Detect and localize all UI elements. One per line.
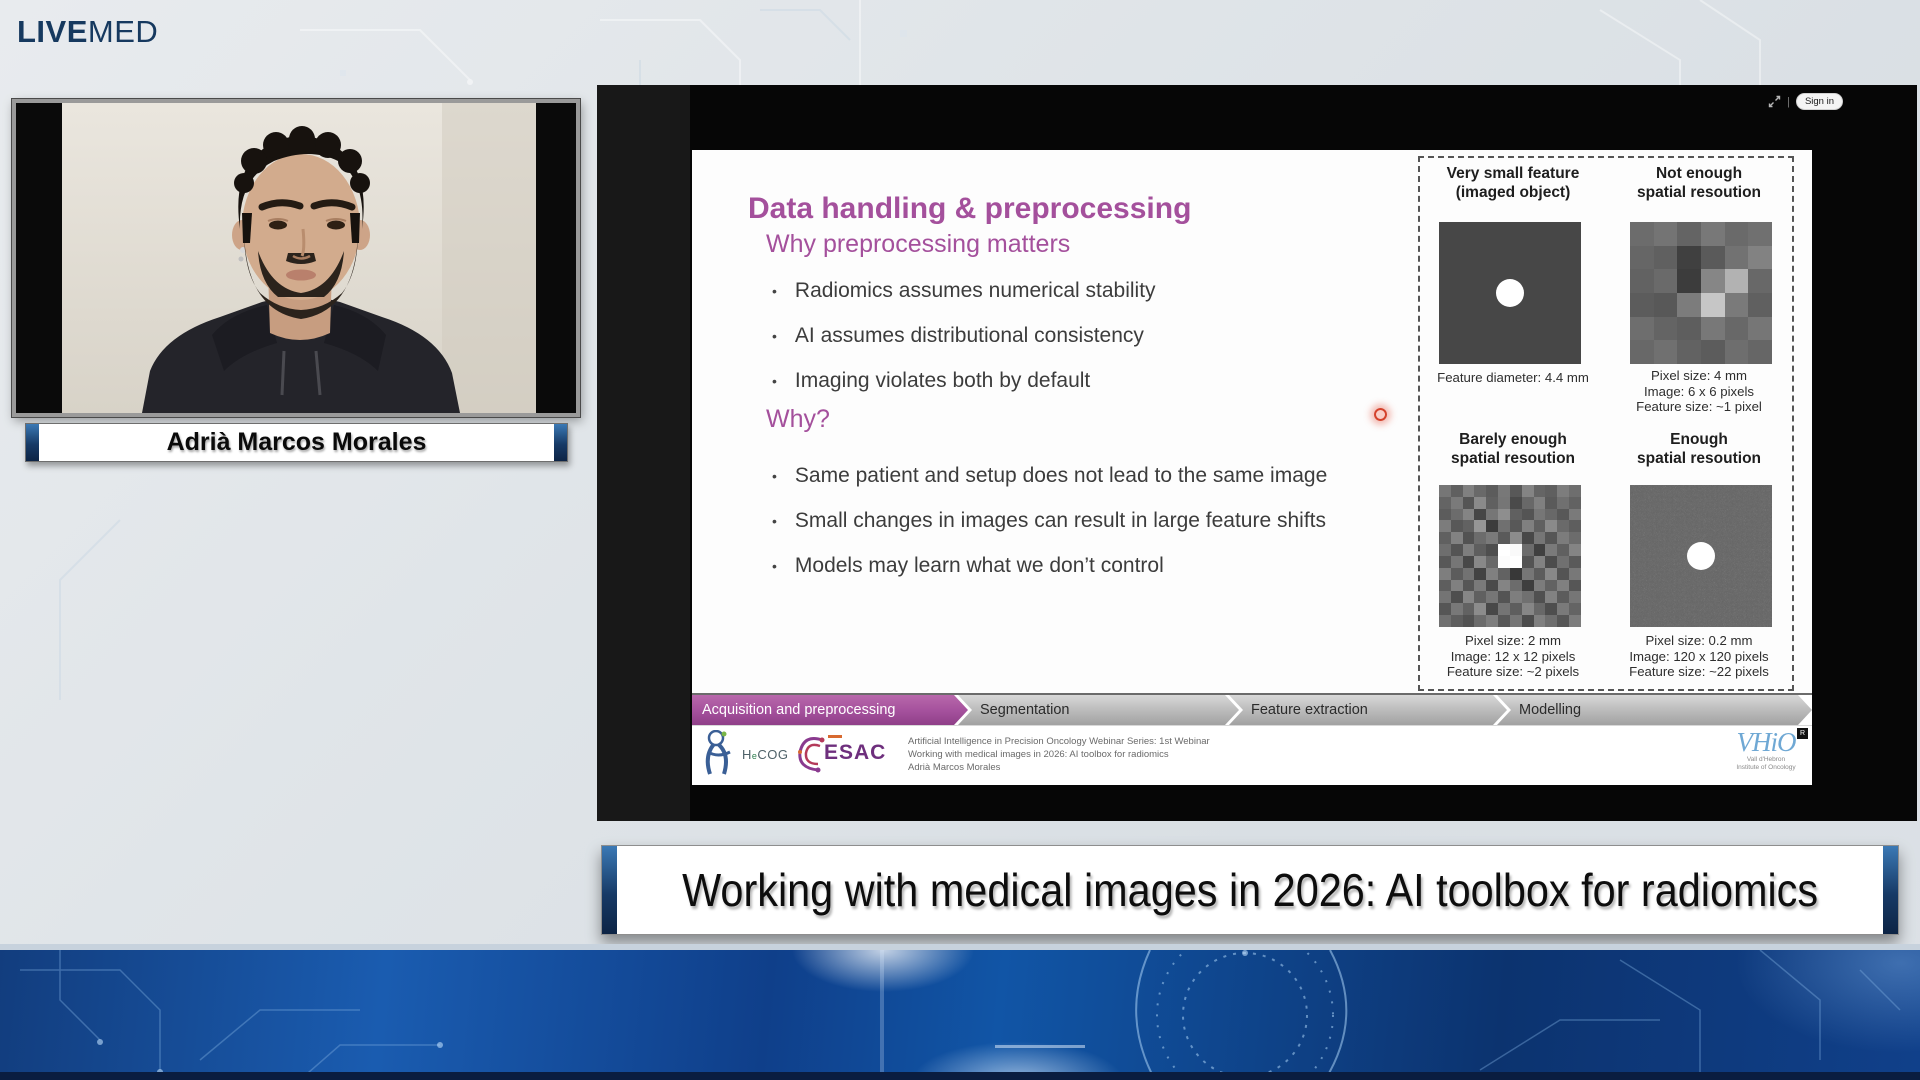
panel-3-caption: Pixel size: 2 mm Image: 12 x 12 pixels F… xyxy=(1446,633,1580,679)
panel-4-label: Enough spatial resoution xyxy=(1636,431,1762,467)
banner-circuit-graphics xyxy=(20,950,1901,1080)
webcam-pillarbox-left xyxy=(16,103,62,413)
panel-2-image-6x6 xyxy=(1630,222,1772,364)
expand-icon[interactable] xyxy=(1768,95,1781,108)
bullet-item: Small changes in images can result in la… xyxy=(772,498,1327,543)
panel-1-image-circle xyxy=(1439,222,1581,364)
stream-player[interactable]: | Sign in Data handling & preprocessing … xyxy=(597,85,1917,821)
player-left-strip xyxy=(597,85,690,821)
slide-title: Data handling & preprocessing xyxy=(748,192,1192,225)
panel-4-image-noise xyxy=(1630,485,1772,627)
lower-third-right-cap xyxy=(1883,846,1898,934)
bullet-item: Radiomics assumes numerical stability xyxy=(772,268,1156,313)
bullet-list-2: Same patient and setup does not lead to … xyxy=(772,453,1327,588)
slide-footer: HeCOG ESAC Artificial Intelligence in Pr… xyxy=(692,725,1812,785)
speaker-avatar xyxy=(62,103,536,413)
pipeline-process-bar: Acquisition and preprocessing Segmentati… xyxy=(692,693,1812,725)
panel-1-label: Very small feature (imaged object) xyxy=(1446,165,1580,201)
nameplate-left-cap xyxy=(26,424,39,461)
speaker-nameplate: Adrià Marcos Morales xyxy=(25,423,568,462)
lower-third-left-cap xyxy=(602,846,617,934)
panel-2-label: Not enough spatial resoution xyxy=(1636,165,1762,201)
nameplate-right-cap xyxy=(554,424,567,461)
panel-4-caption: Pixel size: 0.2 mm Image: 120 x 120 pixe… xyxy=(1629,633,1769,679)
speaker-webcam xyxy=(11,98,581,418)
panel-1-caption: Feature diameter: 4.4 mm xyxy=(1437,370,1589,385)
vhio-logo: VHiO R Vall d'Hebron Institute of Oncolo… xyxy=(1726,728,1808,772)
livemed-logo: LIVEMED xyxy=(17,14,158,50)
logo-med: MED xyxy=(87,14,159,49)
panel-3-label: Barely enough spatial resoution xyxy=(1450,431,1576,467)
lower-third-title-bar: Working with medical images in 2026: AI … xyxy=(601,845,1899,935)
webinar-session-title: Working with medical images in 2026: AI … xyxy=(682,864,1818,916)
banner-separator-line xyxy=(0,944,1920,950)
slide-credits: Artificial Intelligence in Precision Onc… xyxy=(908,736,1210,773)
bullet-list-1: Radiomics assumes numerical stability AI… xyxy=(772,268,1156,403)
panel-2-caption: Pixel size: 4 mm Image: 6 x 6 pixels Fea… xyxy=(1636,368,1762,414)
speaker-name: Adrià Marcos Morales xyxy=(166,428,427,456)
step-acquisition: Acquisition and preprocessing xyxy=(692,695,968,725)
logo-live: LIVE xyxy=(17,14,88,49)
presentation-slide: Data handling & preprocessing Why prepro… xyxy=(692,150,1812,785)
bullet-item: AI assumes distributional consistency xyxy=(772,313,1156,358)
bullet-item: Models may learn what we don’t control xyxy=(772,543,1327,588)
feature-circle xyxy=(1496,279,1524,307)
speaker-video xyxy=(62,103,536,413)
webcam-pillarbox-right xyxy=(536,103,576,413)
step-modelling: Modelling xyxy=(1497,695,1812,725)
why-heading: Why? xyxy=(766,405,830,433)
bullet-item: Imaging violates both by default xyxy=(772,358,1156,403)
panel-3-image-12x12 xyxy=(1439,485,1581,627)
banner-bottom-strip xyxy=(0,1072,1920,1080)
resolution-figure: Very small feature (imaged object) Featu… xyxy=(1418,156,1794,691)
step-segmentation: Segmentation xyxy=(958,695,1239,725)
vhio-registered-mark: R xyxy=(1797,728,1808,739)
laser-pointer-dot xyxy=(1374,408,1387,421)
sign-in-button[interactable]: Sign in xyxy=(1795,93,1843,110)
slide-subtitle: Why preprocessing matters xyxy=(766,230,1071,258)
event-banner: 3 rd webinar Artificial Intelligence in … xyxy=(0,950,1920,1080)
bullet-item: Same patient and setup does not lead to … xyxy=(772,453,1327,498)
step-feature-extraction: Feature extraction xyxy=(1229,695,1507,725)
controls-separator: | xyxy=(1787,95,1790,108)
hecog-logo: HeCOG xyxy=(700,730,789,778)
player-controls: | Sign in xyxy=(1768,93,1843,110)
esac-logo: ESAC xyxy=(792,732,886,774)
